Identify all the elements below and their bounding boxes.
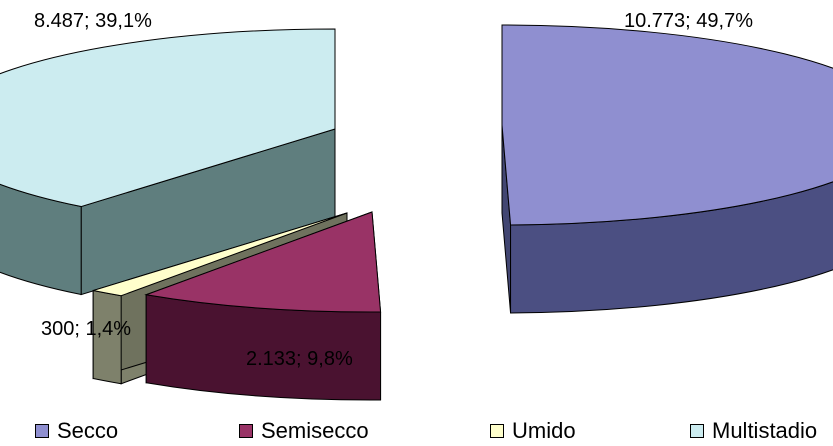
pie-slice-secco [501, 24, 833, 314]
legend-item-umido: Umido [490, 418, 576, 444]
legend-swatch-semisecco [239, 424, 253, 438]
pie-slice-multistadio [0, 28, 336, 296]
umido-data-label: 300; 1,4% [41, 318, 132, 340]
legend-label-secco: Secco [57, 418, 119, 443]
pie-slice-semisecco-top [144, 211, 382, 313]
legend-item-multistadio: Multistadio [690, 418, 817, 444]
pie-slice-secco-top [501, 24, 833, 226]
legend: Secco Semisecco Umido Multistadio [0, 418, 833, 446]
pie-slice-secco-side [510, 181, 833, 314]
legend-swatch-secco [35, 424, 49, 438]
legend-label-semisecco: Semisecco [261, 418, 369, 443]
legend-swatch-multistadio [690, 424, 704, 438]
semisecco-data-label: 2.133; 9,8% [246, 348, 353, 370]
legend-label-umido: Umido [512, 418, 576, 443]
pie-slice-semisecco [144, 211, 382, 401]
pie-slice-multistadio-top [0, 28, 336, 208]
multistadio-data-label: 8.487; 39,1% [34, 10, 152, 32]
pie-slice-umido-top [93, 212, 348, 297]
legend-swatch-umido [490, 424, 504, 438]
secco-data-label: 10.773; 49,7% [624, 10, 753, 32]
legend-label-multistadio: Multistadio [712, 418, 818, 443]
legend-item-semisecco: Semisecco [239, 418, 369, 444]
legend-item-secco: Secco [35, 418, 118, 444]
